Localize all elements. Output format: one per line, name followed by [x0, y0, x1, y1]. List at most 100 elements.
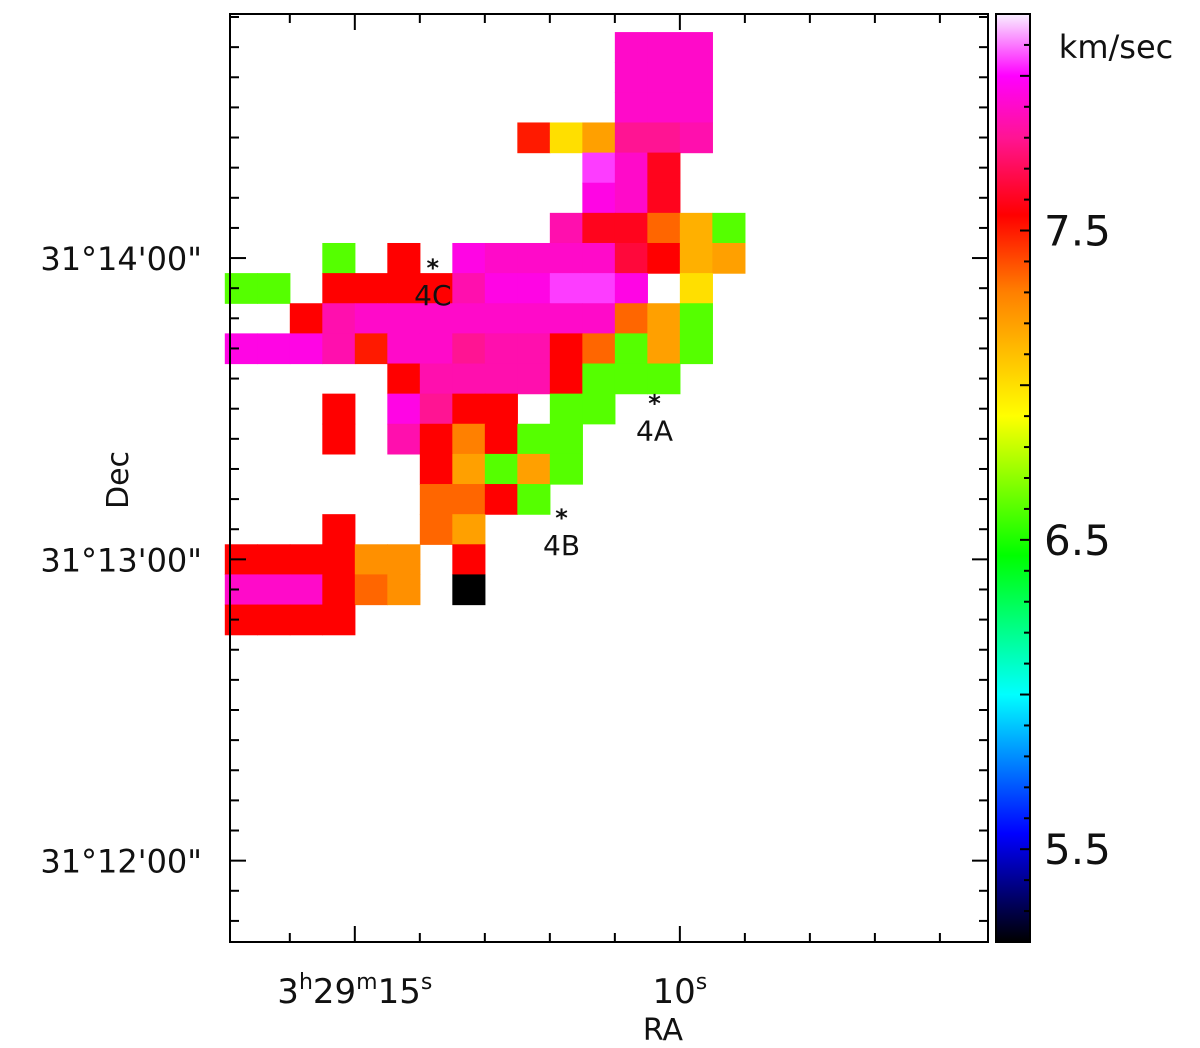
velocity-pixel: [452, 514, 486, 545]
colorbar-unit-label: km/sec: [1059, 28, 1173, 66]
velocity-pixel: [582, 303, 616, 334]
velocity-pixel: [322, 423, 356, 455]
velocity-pixel: [452, 574, 486, 606]
velocity-pixel: [452, 423, 486, 455]
velocity-pixel: [582, 212, 616, 244]
velocity-pixels: [224, 32, 746, 636]
velocity-pixel: [484, 484, 518, 515]
velocity-pixel: [614, 152, 648, 184]
x-tick-unit: h: [299, 970, 313, 995]
velocity-pixel: [614, 242, 648, 274]
colorbar-tick-label: 5.5: [1044, 825, 1111, 874]
velocity-pixel: [484, 333, 518, 365]
velocity-pixel: [484, 303, 518, 334]
x-tick-unit: s: [421, 970, 432, 995]
x-tick-value: 15: [378, 972, 421, 1012]
velocity-pixel: [647, 333, 681, 365]
velocity-pixel: [614, 92, 648, 124]
marker-label: 4B: [543, 529, 580, 562]
velocity-pixel: [289, 604, 323, 636]
velocity-pixel: [387, 423, 421, 455]
velocity-pixel: [679, 333, 713, 365]
velocity-pixel: [257, 273, 291, 304]
velocity-pixel: [679, 303, 713, 334]
velocity-pixel: [679, 92, 713, 124]
velocity-pixel: [322, 242, 356, 274]
velocity-pixel: [582, 182, 616, 214]
source-marker: *4C: [414, 254, 451, 312]
velocity-pixel: [549, 242, 583, 274]
velocity-pixel: [549, 363, 583, 395]
plot-frame: [229, 13, 989, 943]
velocity-pixel: [387, 363, 421, 395]
axis-ticks: [230, 14, 988, 942]
velocity-pixel: [322, 514, 356, 545]
velocity-pixel: [322, 393, 356, 425]
velocity-pixel: [419, 333, 453, 365]
velocity-pixel: [419, 393, 453, 425]
velocity-pixel: [582, 273, 616, 304]
velocity-pixel: [322, 303, 356, 334]
velocity-pixel: [452, 363, 486, 395]
velocity-pixel: [582, 333, 616, 365]
velocity-pixel: [484, 363, 518, 395]
velocity-pixel: [322, 333, 356, 365]
velocity-pixel: [679, 62, 713, 93]
velocity-pixel: [614, 32, 648, 63]
y-tick-labels: 31°14'00" 31°13'00" 31°12'00": [40, 240, 202, 881]
velocity-pixel: [452, 273, 486, 304]
velocity-pixel: [517, 333, 551, 365]
velocity-pixel: [289, 333, 323, 365]
marker-label: 4C: [414, 279, 451, 312]
velocity-pixel: [322, 574, 356, 606]
y-tick-label: 31°13'00": [40, 541, 202, 579]
y-tick-label: 31°12'00": [40, 843, 202, 881]
velocity-pixel: [582, 152, 616, 184]
velocity-pixel: [387, 242, 421, 274]
velocity-pixel: [419, 273, 453, 304]
velocity-pixel: [452, 303, 486, 334]
velocity-pixel: [452, 544, 486, 576]
velocity-pixel: [582, 242, 616, 274]
velocity-pixel: [452, 453, 486, 485]
velocity-pixel: [614, 333, 648, 365]
velocity-pixel: [549, 393, 583, 425]
velocity-pixel: [582, 363, 616, 395]
velocity-pixel: [419, 423, 453, 455]
velocity-pixel: [322, 544, 356, 576]
velocity-pixel: [419, 303, 453, 334]
velocity-pixel: [322, 273, 356, 304]
velocity-pixel: [517, 484, 551, 515]
velocity-pixel: [679, 32, 713, 63]
velocity-pixel: [647, 212, 681, 244]
velocity-pixel: [549, 122, 583, 154]
x-tick-label: 10s: [652, 970, 707, 1012]
velocity-pixel: [582, 393, 616, 425]
velocity-pixel: [257, 544, 291, 576]
x-tick-value: 29: [313, 972, 356, 1012]
velocity-pixel: [484, 393, 518, 425]
velocity-pixel: [614, 303, 648, 334]
velocity-pixel: [549, 273, 583, 304]
colorbar-ticks: 7.5 6.5 5.5: [1020, 43, 1111, 913]
velocity-pixel: [614, 182, 648, 214]
velocity-pixel: [647, 92, 681, 124]
velocity-pixel: [647, 242, 681, 274]
velocity-pixel: [354, 574, 388, 606]
source-marker: *4B: [543, 504, 580, 562]
x-tick-unit: m: [356, 970, 377, 995]
velocity-pixel: [322, 604, 356, 636]
velocity-pixel: [484, 453, 518, 485]
x-tick-label: 3h29m15s: [277, 970, 432, 1012]
velocity-pixel: [517, 423, 551, 455]
velocity-pixel: [484, 423, 518, 455]
velocity-pixel: [257, 604, 291, 636]
velocity-pixel: [614, 363, 648, 395]
velocity-pixel: [257, 333, 291, 365]
velocity-pixel: [419, 453, 453, 485]
velocity-pixel: [614, 62, 648, 93]
velocity-pixel: [452, 242, 486, 274]
velocity-pixel: [387, 544, 421, 576]
velocity-pixel: [387, 574, 421, 606]
